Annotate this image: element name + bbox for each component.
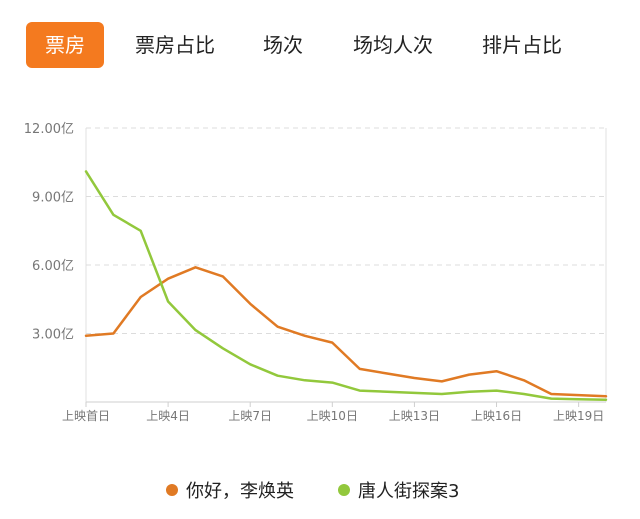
x-tick-label: 上映13日 (389, 409, 440, 423)
x-tick-label: 上映4日 (146, 409, 190, 423)
y-tick-label: 3.00亿 (32, 328, 74, 343)
legend-item-series-1[interactable]: 你好，李焕英 (166, 476, 294, 508)
x-tick-label: 上映7日 (228, 409, 272, 423)
legend-label-series-1: 你好，李焕英 (186, 481, 294, 502)
tab-screenings[interactable]: 场次 (263, 33, 303, 57)
tab-schedule-share[interactable]: 排片占比 (482, 33, 562, 57)
x-tick-label: 上映10日 (307, 409, 358, 423)
legend-label-series-2: 唐人街探案3 (358, 481, 460, 502)
y-tick-label: 6.00亿 (32, 259, 74, 274)
legend-dot-series-2 (338, 484, 350, 496)
tab-avg-attendance[interactable]: 场均人次 (353, 33, 433, 57)
tab-box-office-share[interactable]: 票房占比 (135, 33, 215, 57)
legend-item-series-2[interactable]: 唐人街探案3 (338, 476, 459, 508)
tab-box-office[interactable]: 票房 (26, 22, 104, 68)
x-tick-label: 上映19日 (553, 409, 604, 423)
x-tick-label: 上映16日 (471, 409, 522, 423)
series-line-1 (84, 266, 608, 398)
chart-legend: 你好，李焕英 唐人街探案3 (0, 476, 640, 508)
x-tick-label: 上映首日 (62, 409, 110, 423)
tab-bar: 票房 票房占比 场次 场均人次 排片占比 (0, 0, 640, 86)
y-tick-label: 12.00亿 (24, 122, 74, 137)
y-tick-label: 9.00亿 (32, 191, 74, 206)
series-line-2 (84, 170, 608, 401)
legend-dot-series-1 (166, 484, 178, 496)
